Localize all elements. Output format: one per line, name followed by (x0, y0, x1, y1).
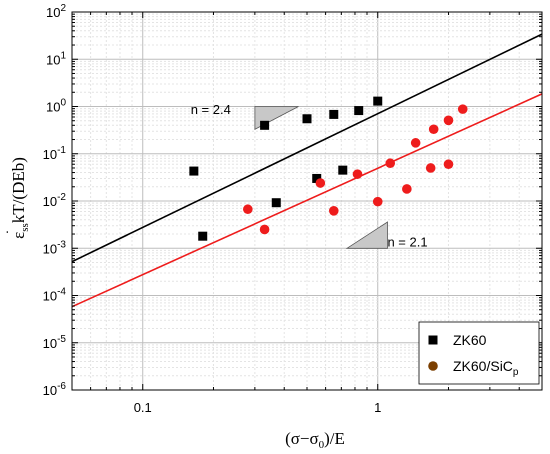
data-point-square (338, 165, 348, 175)
legend-label: ZK60 (453, 332, 487, 348)
y-tick-label: 10-3 (43, 239, 67, 256)
data-point-circle (385, 158, 396, 169)
y-tick-label: 10-2 (43, 192, 67, 209)
data-point-square (271, 198, 281, 208)
data-point-square (189, 166, 199, 176)
y-tick-label: 100 (46, 98, 66, 115)
legend: ZK60 ZK60/SiCp (418, 321, 540, 385)
slope-label: n = 2.4 (191, 102, 231, 117)
y-tick-label: 10-1 (43, 145, 67, 162)
data-point-circle (328, 206, 339, 216)
data-point-circle (443, 115, 454, 126)
data-point-circle (315, 178, 326, 188)
data-point-circle (425, 163, 436, 173)
legend-marker-square (428, 335, 438, 345)
data-point-circle (372, 196, 383, 207)
y-axis-title-dot: ˙ (5, 229, 22, 234)
slope-annotations: n = 2.4 n = 2.1 (191, 102, 428, 249)
axis-ticks: 0.1 1 10-6 10-5 10-4 10-3 10-2 10-1 100 101 102 (43, 3, 543, 415)
grid (71, 12, 543, 391)
legend-marker-circle (428, 361, 438, 371)
x-axis-title: (σ−σ0)/E (285, 429, 345, 451)
legend-box (418, 321, 540, 385)
y-tick-label: 10-6 (43, 381, 67, 398)
data-point-square (373, 96, 383, 106)
data-point-square (329, 109, 339, 119)
data-point-circle (457, 104, 468, 114)
x-tick-label: 1 (374, 400, 381, 415)
data-point-square (260, 120, 270, 130)
data-point-circle (259, 224, 270, 235)
y-axis-title: εsskT/(DEb) (9, 157, 31, 239)
data-point-square (198, 231, 208, 241)
y-tick-label: 10-5 (43, 334, 67, 351)
data-point-circle (352, 169, 363, 179)
legend-label: ZK60/SiCp (453, 358, 519, 378)
data-point-square (302, 114, 312, 124)
y-tick-label: 101 (46, 50, 66, 67)
y-tick-label: 102 (46, 3, 66, 20)
data-point-square (312, 173, 322, 183)
data-point-circle (443, 159, 454, 170)
x-tick-label: 0.1 (134, 400, 152, 415)
data-points (189, 96, 468, 241)
fit-line-zk60-sic (71, 93, 543, 308)
data-point-circle (410, 138, 421, 148)
data-point-circle (428, 124, 439, 135)
y-tick-label: 10-4 (43, 287, 67, 304)
fit-lines (71, 33, 543, 308)
fit-line-zk60 (71, 33, 543, 263)
data-point-circle (402, 184, 412, 194)
data-point-circle (243, 204, 253, 215)
slope-triangle (345, 221, 388, 249)
slope-label: n = 2.1 (387, 234, 427, 249)
data-point-square (354, 106, 364, 116)
